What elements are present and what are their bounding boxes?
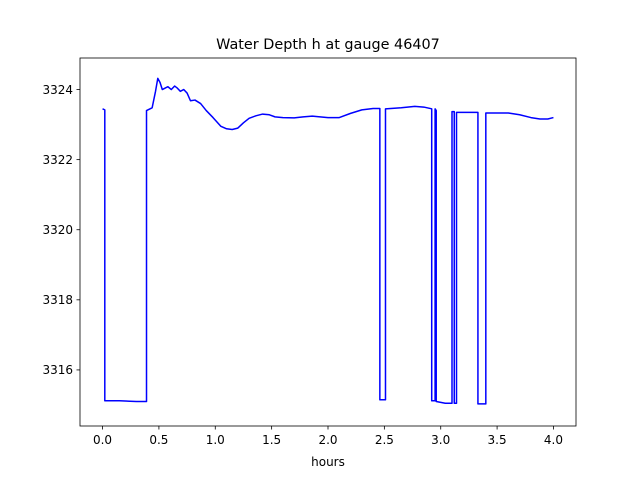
x-tick-label: 2.0 (318, 433, 337, 447)
water-depth-series-line (102, 77, 554, 405)
x-tick-label: 2.5 (375, 433, 394, 447)
x-axis-ticks: 0.0 0.5 1.0 1.5 2.0 2.5 3.0 3.5 4.0 (93, 426, 563, 447)
y-tick-label: 3320 (42, 223, 73, 237)
y-tick-label: 3318 (42, 293, 73, 307)
x-tick-label: 1.5 (262, 433, 281, 447)
x-axis-label: hours (311, 455, 345, 469)
y-axis-ticks: 3316 3318 3320 3322 3324 (42, 83, 80, 377)
y-tick-label: 3324 (42, 83, 73, 97)
x-tick-label: 0.0 (93, 433, 112, 447)
x-tick-label: 3.5 (488, 433, 507, 447)
chart-title: Water Depth h at gauge 46407 (216, 37, 440, 53)
y-tick-label: 3322 (42, 153, 73, 167)
x-tick-label: 3.0 (431, 433, 450, 447)
x-tick-label: 0.5 (149, 433, 168, 447)
x-tick-label: 4.0 (544, 433, 563, 447)
x-tick-label: 1.0 (206, 433, 225, 447)
y-tick-label: 3316 (42, 363, 73, 377)
